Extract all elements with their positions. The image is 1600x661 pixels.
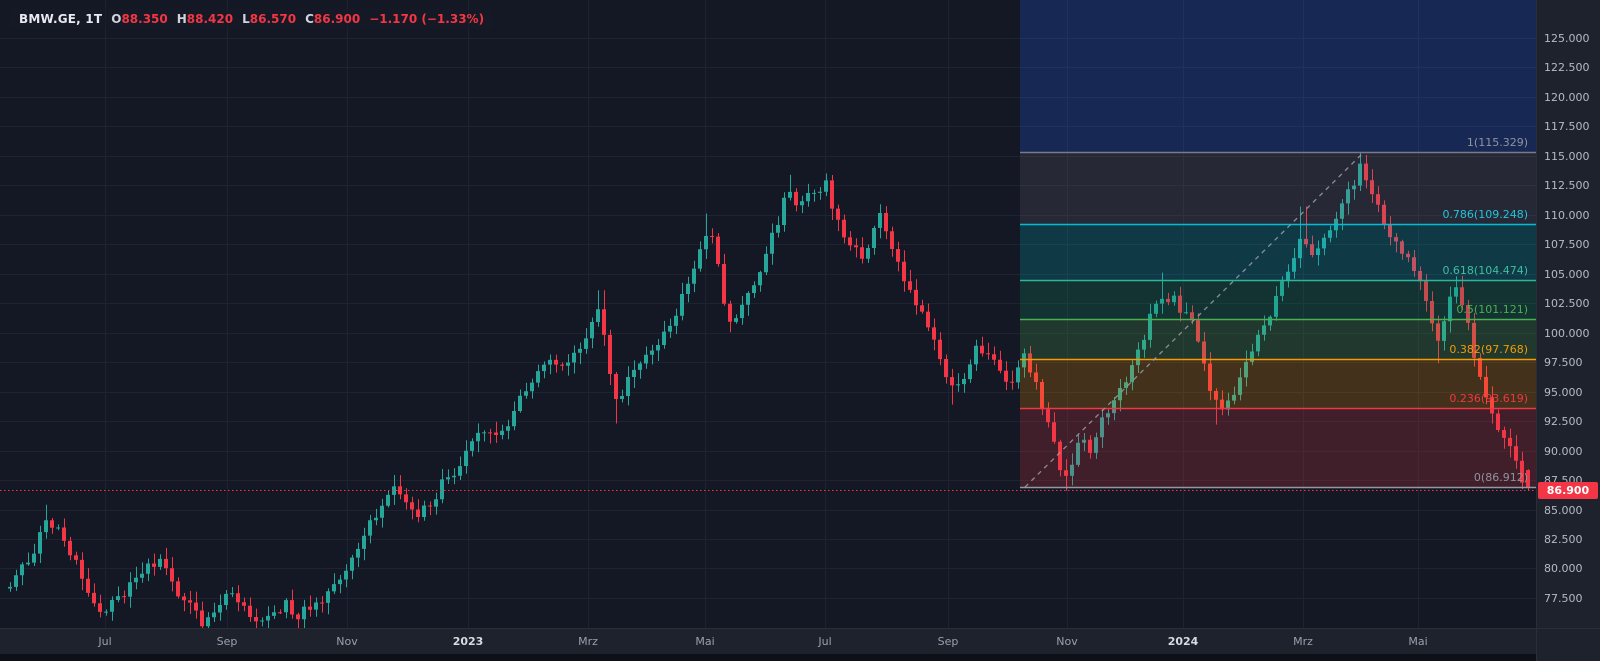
fib-band bbox=[1020, 0, 1536, 152]
time-scale[interactable]: Jul Sep Nov 2023 Mrz Mai Jul Sep Nov 2024 Mrz Mai bbox=[0, 628, 1536, 654]
price-tick-label: 77.500 bbox=[1544, 591, 1583, 605]
time-tick-month-label: Mai bbox=[1408, 635, 1428, 648]
fib-band bbox=[1020, 407, 1536, 487]
fib-trend-line[interactable] bbox=[1024, 151, 1365, 488]
time-tick-month-label: Nov bbox=[1056, 635, 1078, 648]
price-tick-label: 105.000 bbox=[1544, 267, 1590, 281]
time-tick-month-label: Mai bbox=[695, 635, 715, 648]
time-tick-month-label: Mrz bbox=[1293, 635, 1313, 648]
time-tick-month-label: Sep bbox=[216, 635, 238, 648]
price-tick-label: 122.500 bbox=[1544, 61, 1590, 75]
scale-corner bbox=[1536, 628, 1600, 654]
price-tick-label: 107.500 bbox=[1544, 238, 1590, 252]
last-price-badge: 86.900 bbox=[1538, 482, 1598, 499]
price-tick-label: 120.000 bbox=[1544, 90, 1590, 104]
time-tick-month-label: Mrz bbox=[578, 635, 598, 648]
ohlc-close-value: 86.900 bbox=[313, 12, 361, 26]
ohlc-open: O 88.350 bbox=[111, 12, 168, 26]
change-value: −1.170 (−1.33%) bbox=[369, 12, 485, 26]
time-tick-month-label: Sep bbox=[937, 635, 959, 648]
time-tick-year-label: 2024 bbox=[1167, 635, 1199, 648]
price-tick-label: 100.000 bbox=[1544, 326, 1590, 340]
fib-band bbox=[1020, 279, 1536, 320]
time-tick-month-label: Jul bbox=[98, 635, 112, 648]
chart-pane[interactable]: 1(115.329) 0.786(109.248) 0.618(104.474) 0.… bbox=[0, 0, 1536, 628]
fib-band bbox=[1020, 319, 1536, 359]
fib-band bbox=[1020, 359, 1536, 408]
candle-bodies-down bbox=[50, 163, 1530, 627]
price-tick-label: 95.000 bbox=[1544, 385, 1583, 399]
ohlc-low-value: 86.570 bbox=[249, 12, 297, 26]
ohlc-open-label: O bbox=[111, 12, 122, 26]
time-tick-year-label: 2023 bbox=[452, 635, 484, 648]
symbol-title[interactable]: BMW.GE, 1T bbox=[19, 12, 103, 26]
price-tick-label: 92.500 bbox=[1544, 415, 1583, 429]
candlestick-chart-svg bbox=[0, 0, 1536, 628]
price-tick-label: 112.500 bbox=[1544, 179, 1590, 193]
ohlc-low-label: L bbox=[242, 12, 250, 26]
time-tick-month-label: Nov bbox=[336, 635, 358, 648]
price-tick-label: 117.500 bbox=[1544, 120, 1590, 134]
price-tick-label: 102.500 bbox=[1544, 297, 1590, 311]
price-tick-label: 125.000 bbox=[1544, 31, 1590, 45]
ohlc-low: L 86.570 bbox=[242, 12, 296, 26]
price-tick-label: 85.000 bbox=[1544, 503, 1583, 517]
price-tick-label: 80.000 bbox=[1544, 562, 1583, 576]
ohlc-high: H 88.420 bbox=[177, 12, 233, 26]
fib-band bbox=[1020, 152, 1536, 224]
price-tick-label: 90.000 bbox=[1544, 444, 1583, 458]
symbol-legend: BMW.GE, 1T O 88.350 H 88.420 L 86.570 C 86.9… bbox=[10, 9, 494, 29]
ohlc-close-label: C bbox=[305, 12, 314, 26]
ohlc-high-label: H bbox=[176, 12, 187, 26]
ohlc-open-value: 88.350 bbox=[121, 12, 168, 26]
price-tick-label: 82.500 bbox=[1544, 532, 1583, 546]
price-tick-label: 97.500 bbox=[1544, 356, 1583, 370]
ohlc-high-value: 88.420 bbox=[186, 12, 234, 26]
ohlc-close: C 86.900 bbox=[305, 12, 360, 26]
price-scale[interactable]: 86.900 125.000 122.500 120.000 117.500 115.0… bbox=[1536, 0, 1600, 661]
time-tick-month-label: Jul bbox=[818, 635, 832, 648]
price-tick-label: 115.000 bbox=[1544, 149, 1590, 163]
price-tick-label: 110.000 bbox=[1544, 208, 1590, 222]
fib-band bbox=[1020, 223, 1536, 280]
